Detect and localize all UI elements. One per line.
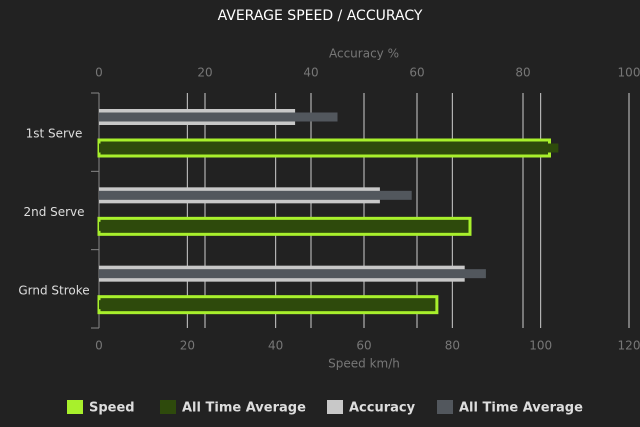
- x-tick-label: 120: [618, 339, 640, 353]
- y-tick-label: 2nd Serve: [23, 205, 84, 219]
- x2-tick-label: 40: [303, 66, 318, 80]
- legend-swatch: [437, 400, 453, 414]
- x-tick-label: 60: [356, 339, 371, 353]
- x-tick-label: 40: [268, 339, 283, 353]
- legend-label: All Time Average: [182, 401, 306, 416]
- x-tick-label: 80: [445, 339, 460, 353]
- legend-label: Accuracy: [349, 401, 416, 416]
- x-tick-label: 100: [529, 339, 552, 353]
- y-tick-label: Grnd Stroke: [18, 283, 89, 297]
- legend-swatch: [327, 400, 343, 414]
- bar: [99, 300, 435, 310]
- x2-axis-label: Accuracy %: [329, 47, 399, 61]
- x-axis-label: Speed km/h: [328, 357, 400, 371]
- x2-tick-label: 80: [515, 66, 530, 80]
- legend-label: All Time Average: [459, 401, 583, 416]
- x2-tick-label: 60: [409, 66, 424, 80]
- legend-swatch: [160, 400, 176, 414]
- bar: [99, 221, 466, 231]
- bar: [99, 269, 486, 279]
- bar: [99, 190, 412, 200]
- bar: [99, 143, 559, 153]
- bar: [99, 112, 338, 122]
- x2-tick-label: 20: [197, 66, 212, 80]
- x2-tick-label: 0: [95, 66, 103, 80]
- chart-title: AVERAGE SPEED / ACCURACY: [218, 8, 423, 24]
- x-tick-label: 0: [95, 339, 103, 353]
- y-tick-label: 1st Serve: [26, 127, 83, 141]
- legend-swatch: [67, 400, 83, 414]
- legend-label: Speed: [89, 401, 135, 416]
- x-tick-label: 20: [180, 339, 195, 353]
- x2-tick-label: 100: [618, 66, 640, 80]
